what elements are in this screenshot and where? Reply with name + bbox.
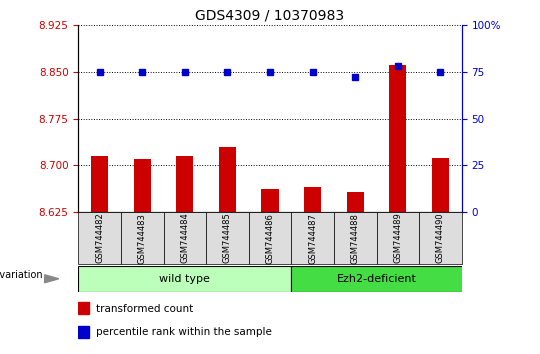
Bar — [334, 212, 376, 264]
Text: GSM744490: GSM744490 — [436, 213, 445, 263]
Text: GSM744487: GSM744487 — [308, 213, 317, 263]
Bar — [78, 326, 89, 338]
Text: percentile rank within the sample: percentile rank within the sample — [96, 327, 272, 337]
Text: GSM744484: GSM744484 — [180, 213, 190, 263]
Text: GSM744482: GSM744482 — [95, 213, 104, 263]
Bar — [304, 187, 321, 212]
Bar — [432, 158, 449, 212]
Bar — [78, 302, 89, 314]
Bar — [134, 159, 151, 212]
Text: GSM744488: GSM744488 — [350, 213, 360, 263]
Text: GSM744489: GSM744489 — [393, 213, 402, 263]
Bar — [176, 156, 193, 212]
Text: Ezh2-deficient: Ezh2-deficient — [336, 274, 416, 284]
Title: GDS4309 / 10370983: GDS4309 / 10370983 — [195, 8, 345, 22]
Bar — [376, 212, 419, 264]
Bar — [249, 212, 291, 264]
Bar — [164, 212, 206, 264]
Text: GSM744483: GSM744483 — [138, 213, 147, 263]
Text: GSM744486: GSM744486 — [266, 213, 274, 263]
Bar — [347, 192, 364, 212]
Bar — [419, 212, 462, 264]
Bar — [206, 212, 249, 264]
Text: GSM744485: GSM744485 — [223, 213, 232, 263]
Bar — [291, 266, 483, 292]
Bar — [261, 189, 279, 212]
Polygon shape — [45, 275, 59, 283]
Bar — [78, 212, 121, 264]
Bar — [219, 147, 236, 212]
Bar — [78, 266, 291, 292]
Bar — [291, 212, 334, 264]
Text: genotype/variation: genotype/variation — [0, 270, 43, 280]
Bar — [91, 156, 108, 212]
Bar — [121, 212, 164, 264]
Bar — [389, 65, 406, 212]
Text: wild type: wild type — [159, 274, 210, 284]
Text: transformed count: transformed count — [96, 303, 193, 314]
